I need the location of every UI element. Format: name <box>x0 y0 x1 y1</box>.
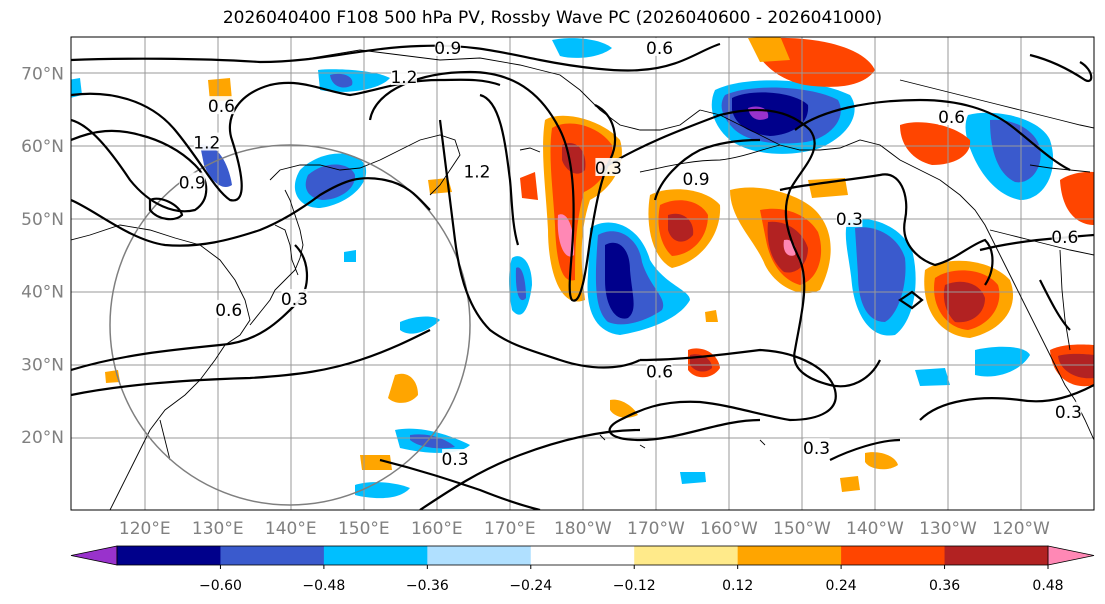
latitude-labels: 70°N 60°N 50°N 40°N 30°N 20°N <box>21 64 64 448</box>
contour-label: 1.2 <box>193 134 220 154</box>
colorbar-tick-label: 0.36 <box>929 578 960 594</box>
lon-label: 180°W <box>554 519 612 539</box>
contour-label: 0.6 <box>1051 228 1078 248</box>
colorbar-tick-label: 0.24 <box>826 578 857 594</box>
contour-label-bg <box>938 107 965 126</box>
colorbar-segment <box>323 546 428 565</box>
contour-label-bg <box>683 168 710 187</box>
colorbar-extend-low <box>70 545 118 566</box>
colorbar-segment <box>737 546 842 565</box>
lon-label: 140°E <box>265 519 317 539</box>
colorbar-segment <box>944 546 1049 565</box>
contour-label-bg <box>390 67 417 86</box>
colorbar-tick-label: −0.60 <box>199 578 242 594</box>
contour-label: 0.6 <box>646 363 673 383</box>
contour-label: 0.3 <box>836 210 863 230</box>
contour-label-bg <box>836 208 863 227</box>
map-title: 2026040400 F108 500 hPa PV, Rossby Wave … <box>222 8 883 28</box>
colorbar-segment <box>117 546 221 565</box>
lon-label: 160°E <box>411 519 463 539</box>
colorbar-tick-label: 0.12 <box>722 578 753 594</box>
coastlines <box>71 49 1094 510</box>
contour-label-bg <box>434 37 461 56</box>
contour-label: 0.3 <box>1055 403 1082 423</box>
region-circle <box>109 144 471 506</box>
contour-label: 0.3 <box>281 290 308 310</box>
pv-anomaly-fill <box>71 37 1094 499</box>
colorbar-segment <box>634 546 739 565</box>
contour-label: 0.3 <box>595 159 622 179</box>
map-panel: 0.9 0.6 1.2 0.6 1.2 0.9 1.2 0.3 0.9 0.3 0.6 0.6 0.6 0… <box>71 37 1094 510</box>
contour-label: 0.6 <box>208 97 235 117</box>
lon-label: 130°E <box>192 519 244 539</box>
lon-label: 130°W <box>919 519 977 539</box>
map-frame <box>70 36 1095 511</box>
contour-label: 0.6 <box>646 39 673 59</box>
contour-label: 1.2 <box>390 68 417 88</box>
contour-label-bg <box>193 132 220 151</box>
colorbar-tick-label: −0.36 <box>406 578 449 594</box>
contour-label: 0.6 <box>938 108 965 128</box>
colorbar-tick-label: −0.48 <box>302 578 345 594</box>
lat-label: 50°N <box>21 210 64 230</box>
lat-label: 40°N <box>21 283 64 303</box>
contour-label-bg <box>463 161 490 180</box>
contour-label-bg <box>208 96 235 115</box>
longitude-labels: 120°E 130°E 140°E 150°E 160°E 170°E 180°W 170°W… <box>119 519 1050 539</box>
colorbar-segment <box>427 546 532 565</box>
contour-label: 0.9 <box>179 174 206 194</box>
contour-label: 0.3 <box>803 439 830 459</box>
colorbar-segment <box>530 546 635 565</box>
lon-label: 160°W <box>700 519 758 539</box>
contour-label: 0.3 <box>442 450 469 470</box>
lon-label: 120°E <box>119 519 171 539</box>
contour-label-bg <box>1051 227 1078 246</box>
contour-label-bg <box>595 157 622 176</box>
lat-label: 70°N <box>21 64 64 84</box>
contour-label-bg <box>281 288 308 307</box>
lon-label: 150°E <box>338 519 390 539</box>
contour-labels: 0.9 0.6 1.2 0.6 1.2 0.9 1.2 0.3 0.9 0.3 0.6 0.6 0.6 0… <box>179 37 1082 470</box>
contour-label-bg <box>803 438 830 457</box>
colorbar <box>70 545 1095 566</box>
contour-label: 0.9 <box>434 39 461 59</box>
contour-label-bg <box>646 361 673 380</box>
contour-label: 0.9 <box>683 170 710 190</box>
colorbar-segment <box>841 546 946 565</box>
contour-label: 0.6 <box>215 301 242 321</box>
colorbar-tick-labels: −0.60 −0.48 −0.36 −0.24 −0.12 0.12 0.24 0.36 0.4… <box>199 565 1064 594</box>
lon-label: 140°W <box>846 519 904 539</box>
colorbar-tick-label: 0.48 <box>1032 578 1063 594</box>
contour-label-bg <box>215 299 242 318</box>
contour-label-bg <box>1055 401 1082 420</box>
colorbar-segment <box>220 546 325 565</box>
contour-label-bg <box>442 449 469 468</box>
colorbar-tick-label: −0.12 <box>613 578 656 594</box>
lon-label: 120°W <box>992 519 1050 539</box>
colorbar-frame <box>116 545 1049 566</box>
lon-label: 170°W <box>627 519 685 539</box>
contour-label-bg <box>646 37 673 56</box>
contour-label-bg <box>179 172 206 191</box>
colorbar-tick-label: −0.24 <box>509 578 552 594</box>
lat-label: 20°N <box>21 428 64 448</box>
contour-label: 1.2 <box>463 163 490 183</box>
colorbar-extend-high <box>1047 545 1095 566</box>
lat-label: 30°N <box>21 355 64 375</box>
lat-label: 60°N <box>21 137 64 157</box>
lon-label: 150°W <box>773 519 831 539</box>
lon-label: 170°E <box>484 519 536 539</box>
